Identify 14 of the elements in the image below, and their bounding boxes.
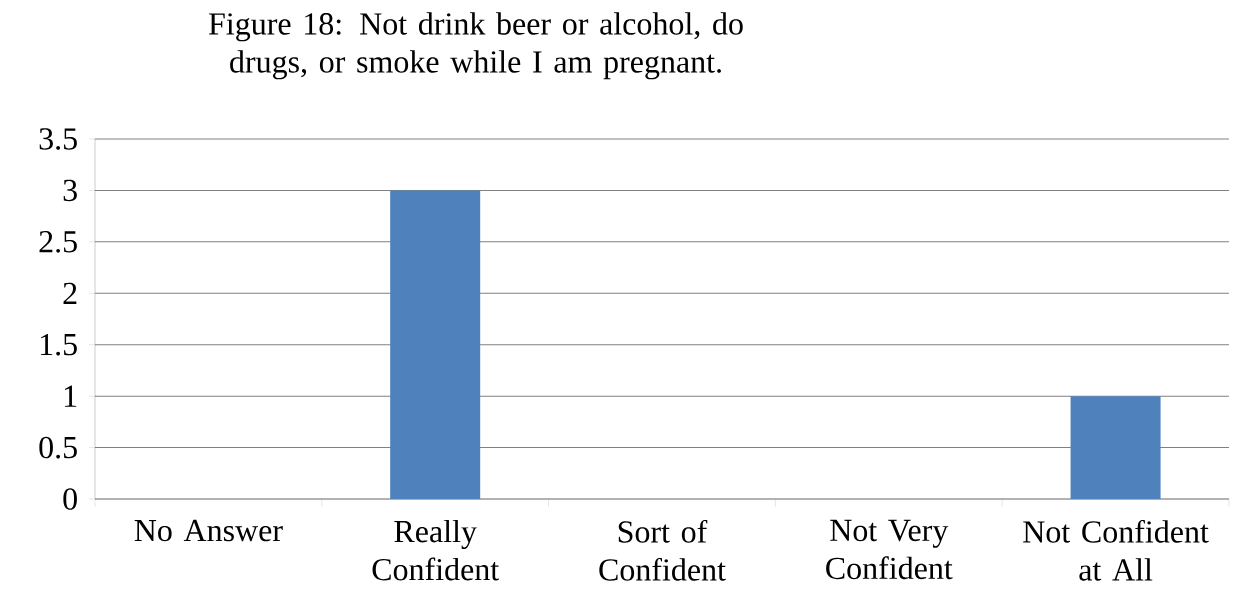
y-tick-label: 2 xyxy=(63,282,77,304)
y-tick-label: 1 xyxy=(64,385,77,407)
y-tick-label: 3.5 xyxy=(39,128,77,150)
y-tick-label: 2.5 xyxy=(39,231,77,253)
x-tick-label: Not Very Confident xyxy=(826,519,953,580)
x-tick-label: No Answer xyxy=(134,519,283,542)
y-tick-label: 3 xyxy=(63,179,77,202)
y-tick-label: 0 xyxy=(63,488,77,510)
x-tick-label: Not Confident at All xyxy=(1023,519,1209,581)
x-tick-label: Sort of Confident xyxy=(599,519,726,581)
y-tick-label: 0.5 xyxy=(39,436,77,459)
chart-title: Figure 18: Not drink beer or alcohol, do drugs, or smoke while I am pregnant. xyxy=(208,12,743,80)
x-tick-label: Really Confident xyxy=(372,519,500,581)
y-tick-label: 1.5 xyxy=(40,333,77,356)
